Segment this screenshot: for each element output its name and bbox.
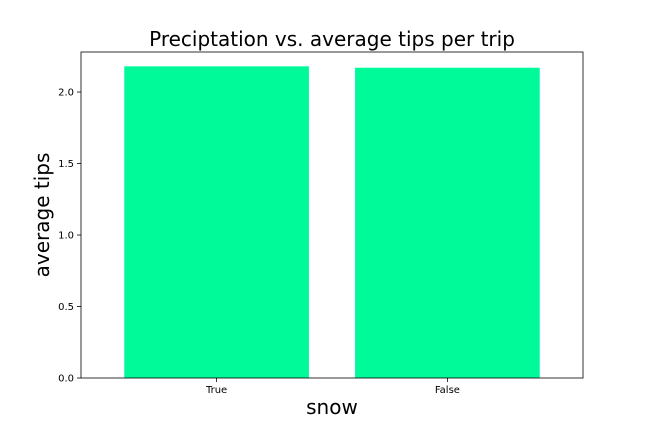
y-axis-ticks: 0.0 0.5 1.0 1.5 2.0 — [58, 88, 81, 385]
chart-title: Preciptation vs. average tips per trip — [149, 27, 515, 51]
x-axis-ticks: True False — [205, 378, 460, 396]
bar-false — [355, 67, 540, 378]
y-tick-label: 1.5 — [58, 159, 74, 170]
y-tick-label: 1.0 — [58, 231, 74, 242]
plot-frame — [80, 51, 584, 379]
x-tick-label: True — [205, 385, 227, 396]
bar-true — [124, 66, 309, 378]
y-tick-label: 2.0 — [58, 88, 74, 99]
x-axis-label: snow — [306, 395, 358, 419]
y-tick-label: 0.0 — [58, 374, 74, 385]
y-axis-label: average tips — [30, 153, 54, 278]
x-tick-label: False — [435, 385, 460, 396]
bars-group — [124, 66, 540, 378]
y-tick-label: 0.5 — [58, 302, 74, 313]
